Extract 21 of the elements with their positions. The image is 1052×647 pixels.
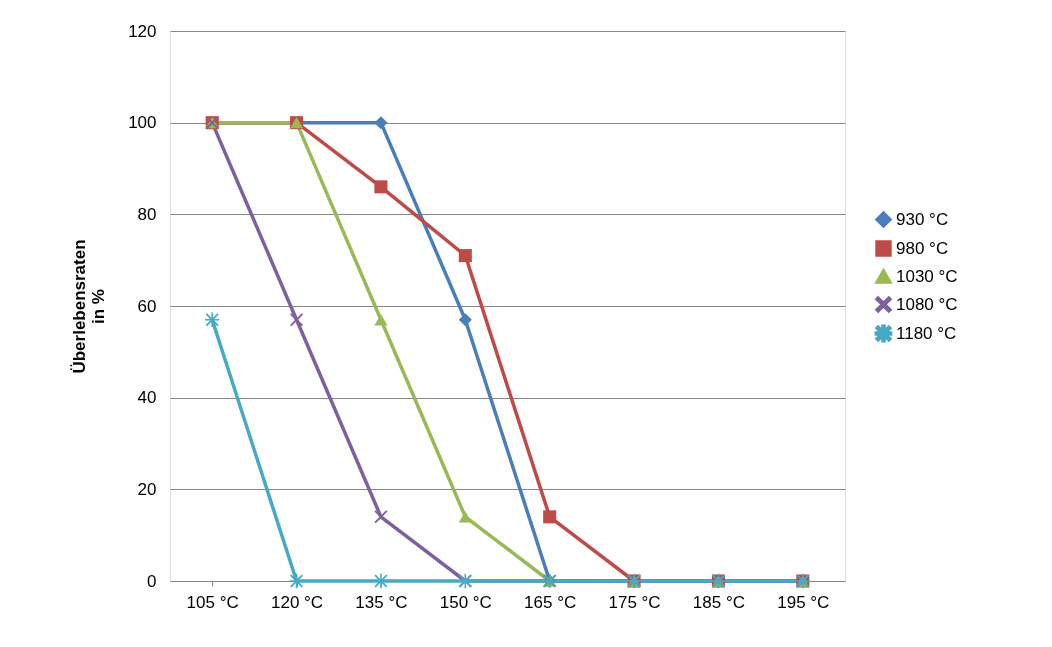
y-axis-title: Überlebensraten in %: [70, 239, 109, 374]
legend-label: 930 °C: [896, 209, 949, 229]
x-tick-label: 150 °C: [439, 592, 492, 612]
legend-label: 980 °C: [896, 238, 949, 258]
x-tick-label: 165 °C: [524, 592, 577, 612]
x-tick-label: 185 °C: [692, 592, 746, 612]
x-tick-label: 135 °C: [355, 592, 408, 612]
y-tick-label: 20: [137, 479, 157, 499]
x-tick-label: 105 °C: [186, 592, 239, 612]
x-tick-label: 120 °C: [270, 592, 324, 612]
y-tick-label: 40: [137, 388, 157, 408]
legend-label: 1030 °C: [896, 266, 958, 286]
legend-label: 1080 °C: [896, 294, 958, 314]
y-tick-label: 0: [147, 571, 157, 591]
x-tick-label: 175 °C: [608, 592, 661, 612]
x-tick-label: 195 °C: [777, 592, 830, 612]
y-tick-label: 120: [128, 21, 157, 41]
y-tick-label: 60: [137, 296, 157, 316]
y-tick-label: 100: [128, 113, 157, 133]
legend-label: 1180 °C: [896, 323, 957, 343]
y-tick-label: 80: [137, 204, 157, 224]
